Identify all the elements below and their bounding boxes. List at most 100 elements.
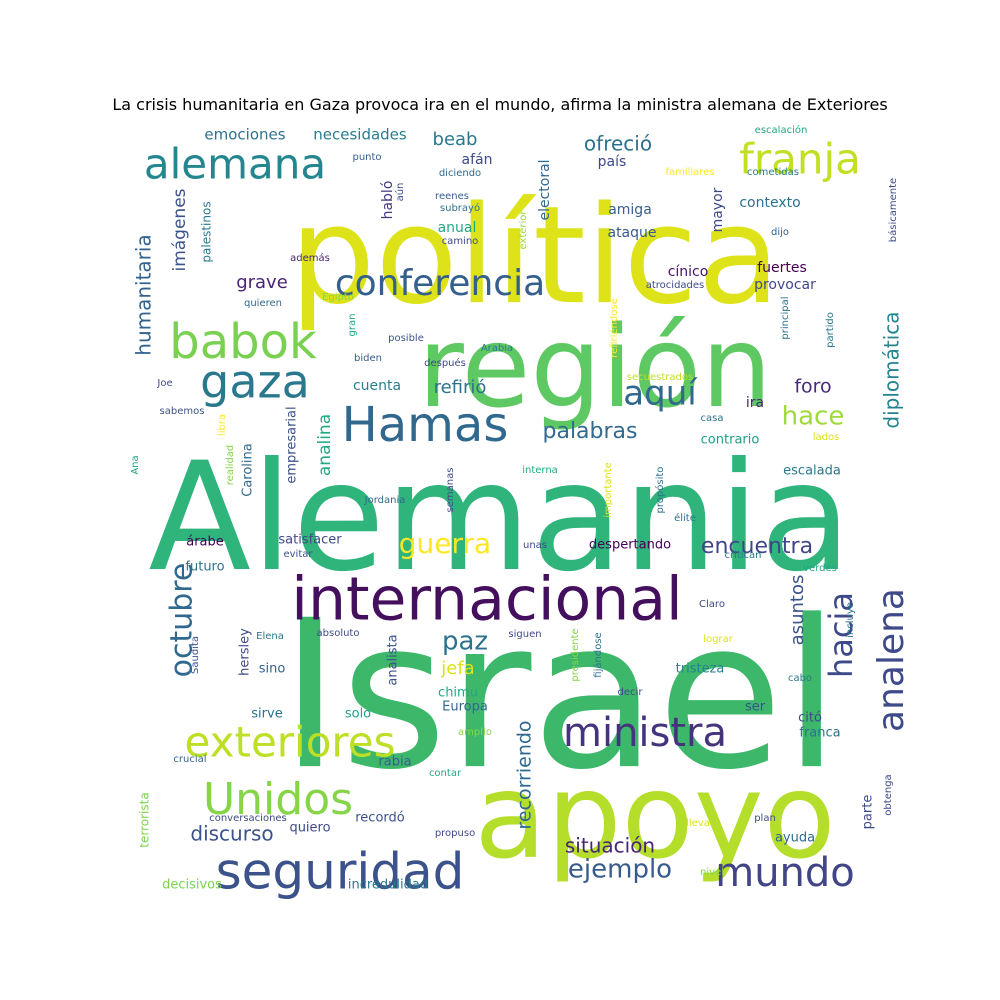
word-arabia: Arabia [481, 343, 513, 354]
word-contexto: contexto [739, 195, 800, 211]
word-hamas: Hamas [342, 397, 509, 453]
word-importante: importante [603, 462, 614, 518]
word-punto: punto [352, 152, 381, 163]
word-ira: ira [746, 395, 764, 411]
word-alemana: alemana [144, 140, 326, 189]
word-lograr: lograr [703, 634, 733, 645]
word-ofreció: ofreció [584, 132, 652, 156]
word-solo: solo [345, 707, 371, 722]
word-alemania: Alemania [148, 431, 851, 605]
word-política: política [290, 177, 781, 334]
word-analena: analena [871, 588, 912, 732]
word-absoluto: absoluto [317, 628, 360, 639]
word-además: además [290, 252, 330, 264]
word-cabo: cabo [788, 673, 812, 684]
word-terrorista: terrorista [138, 792, 152, 847]
word-franja: franja [739, 135, 861, 184]
word-incluye: incluye [845, 602, 856, 638]
word-fuertes: fuertes [757, 260, 807, 276]
word-hersley: hersley [238, 628, 253, 676]
word-incredulidad: incredulidad [348, 878, 428, 893]
word-quiero: quiero [289, 821, 330, 836]
word-sino: sino [259, 662, 286, 677]
word-asuntos: asuntos [787, 575, 808, 646]
word-decir: decir [618, 687, 644, 698]
word-hace: hace [782, 402, 845, 432]
word-principal: principal [780, 296, 791, 339]
word-presidente: presidente [570, 628, 581, 681]
word-palestinos: palestinos [200, 201, 214, 262]
word-plan: plan [754, 813, 776, 824]
word-verdes: verdes [803, 563, 837, 574]
word-humanitaria: humanitaria [132, 234, 156, 355]
word-anual: anual [438, 220, 477, 236]
word-citó: citó [798, 711, 822, 726]
word-electoral: electoral [537, 159, 553, 220]
word-siguen: siguen [508, 629, 541, 640]
word-camino: camino [442, 236, 479, 247]
word-secuestrados: secuestrados [627, 372, 693, 383]
word-contar: contar [429, 768, 462, 779]
word-ataque: ataque [607, 225, 656, 241]
word-paz: paz [442, 627, 488, 657]
word-parte: parte [861, 795, 876, 830]
word-despertando: despertando [589, 538, 671, 553]
word-evitar: evitar [283, 549, 313, 560]
word-joe: Joe [156, 378, 172, 389]
word-posible: posible [388, 333, 424, 344]
word-encuentra: encuentra [701, 534, 813, 559]
word-élite: élite [674, 512, 696, 524]
word-escalada: escalada [783, 464, 841, 479]
word-unidos: Unidos [203, 774, 353, 825]
word-babok: babok [169, 314, 317, 370]
word-amplio: amplio [458, 727, 492, 738]
word-país: país [598, 154, 627, 170]
word-reenes: reenes [435, 191, 469, 202]
word-diplomática: diplomática [880, 311, 904, 428]
word-foro: foro [794, 376, 831, 398]
word-aquí: aquí [623, 374, 698, 414]
word-sabemos: sabemos [160, 406, 205, 417]
word-recorriendo: recorriendo [514, 720, 536, 829]
word-apoyo: apoyo [474, 747, 835, 885]
word-escalación: escalación [755, 124, 808, 136]
word-ministra: ministra [563, 710, 727, 756]
word-libra: libra [217, 414, 228, 436]
word-habló: habló [380, 181, 396, 220]
word-rabia: rabia [378, 755, 411, 770]
word-biden: biden [354, 353, 382, 364]
word-exterior: exterior [518, 210, 529, 250]
word-refiriéndose: refiriéndose [608, 298, 620, 358]
word-mundo: mundo [715, 850, 855, 896]
word-afán: afán [462, 152, 493, 168]
word-quieren: quieren [244, 298, 282, 309]
word-conversaciones: conversaciones [209, 813, 287, 824]
word-ejemplo: ejemplo [568, 855, 672, 885]
word-jordania: Jordania [364, 495, 406, 506]
word-dijo: dijo [771, 227, 789, 238]
word-internacional: internacional [291, 565, 682, 635]
chart-title: La crisis humanitaria en Gaza provoca ir… [112, 95, 888, 114]
word-propósito: propósito [654, 467, 666, 514]
word-básicamente: básicamente [887, 178, 899, 242]
word-refirió: refirió [434, 377, 487, 398]
word-franca: franca [799, 726, 840, 741]
word-octubre: octubre [165, 563, 200, 678]
word-gaza: gaza [200, 355, 310, 409]
word-satisfacer: satisfacer [278, 533, 342, 548]
word-ser: ser [745, 700, 766, 715]
word-árabe: árabe [186, 535, 224, 550]
word-realidad: realidad [225, 445, 236, 486]
word-región: región [418, 303, 772, 433]
word-claro: Claro [699, 599, 725, 610]
word-casa: casa [701, 413, 724, 424]
word-unas: unas [523, 540, 547, 551]
word-saudita: Saudita [190, 636, 201, 674]
word-interna: interna [522, 465, 558, 476]
word-lados: lados [813, 432, 840, 443]
word-analina: analina [315, 414, 335, 476]
word-ana: Ana [130, 455, 141, 474]
word-cuenta: cuenta [353, 378, 401, 394]
word-hacia: hacia [822, 592, 860, 678]
